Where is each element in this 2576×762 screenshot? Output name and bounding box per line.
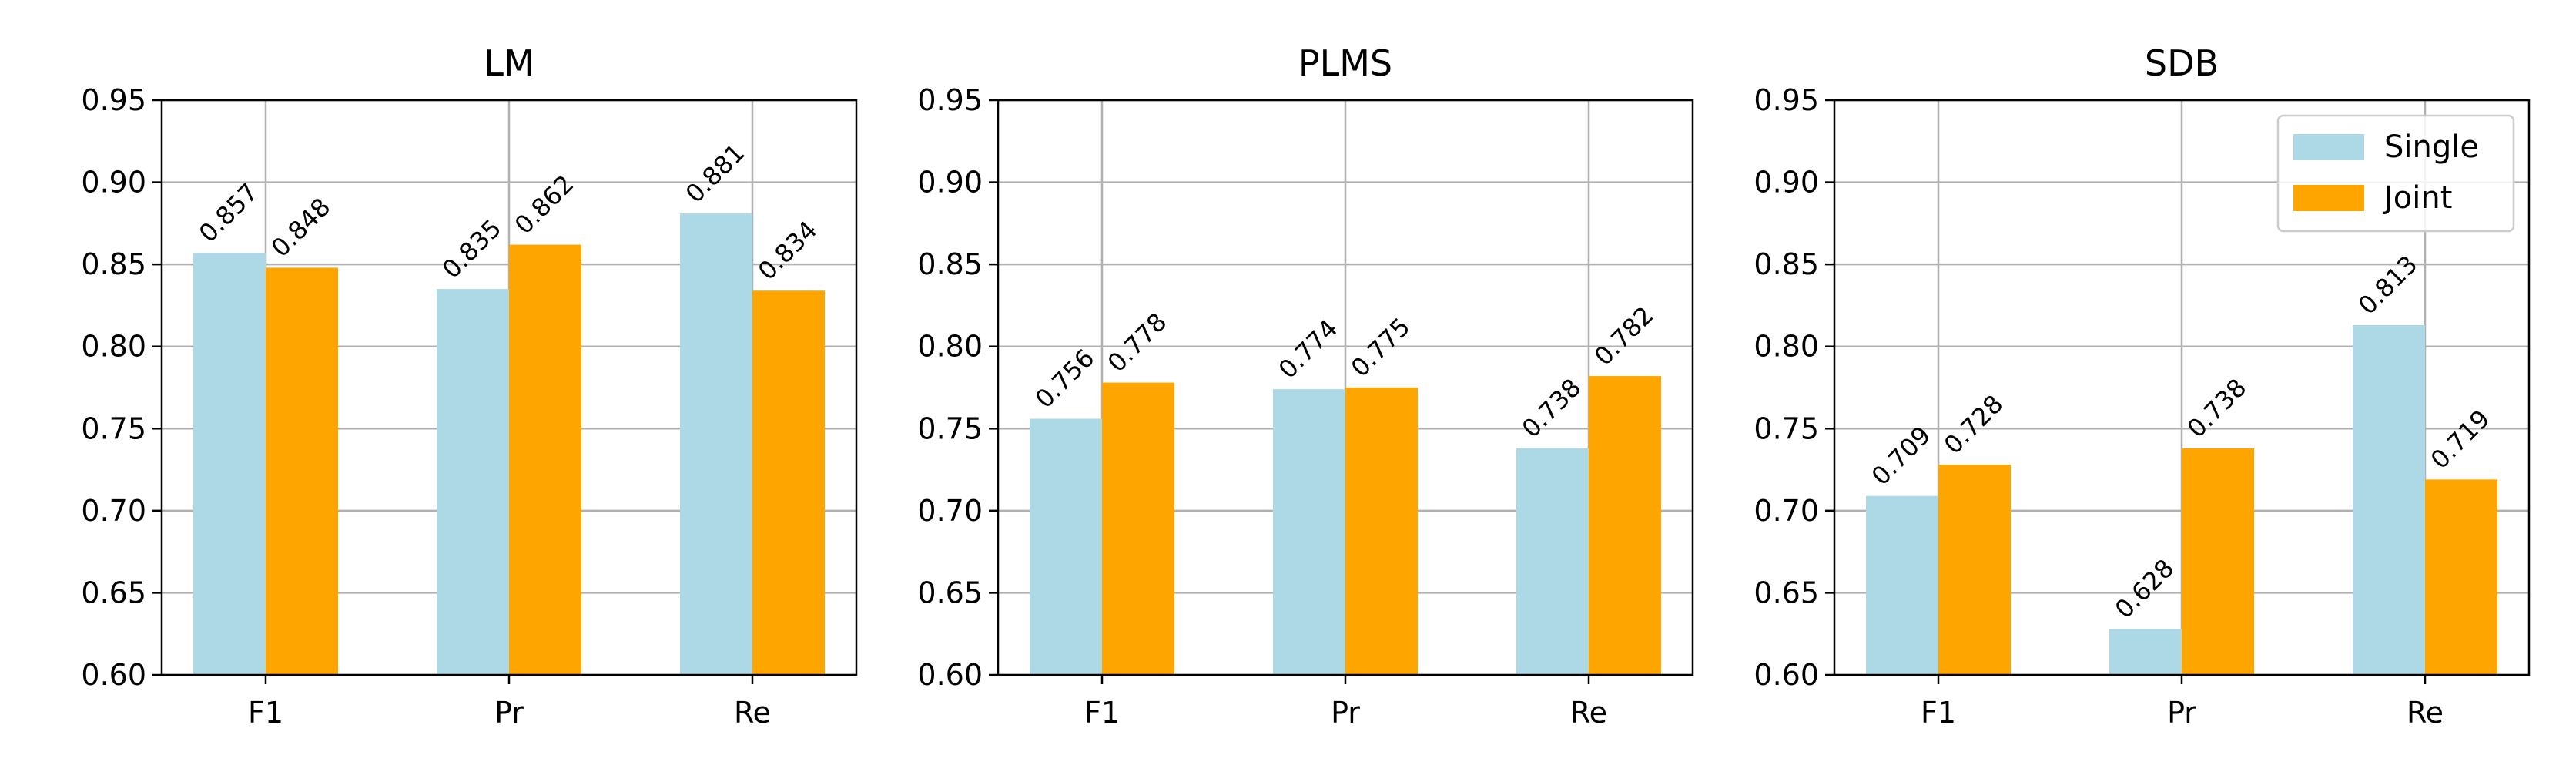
y-tick-label: 0.60: [1754, 658, 1819, 692]
y-tick-label: 0.95: [917, 83, 983, 117]
legend-label-joint: Joint: [2382, 180, 2452, 216]
y-tick-label: 0.70: [81, 494, 146, 528]
data-label: 0.782: [1589, 300, 1660, 371]
bar-joint-pr: [509, 244, 581, 676]
bar-single-pr: [2109, 629, 2182, 675]
y-tick-label: 0.85: [81, 247, 146, 281]
y-tick-label: 0.80: [917, 330, 983, 364]
y-tick-label: 0.60: [81, 658, 146, 692]
y-tick-label: 0.90: [917, 166, 983, 200]
data-label: 0.738: [1516, 373, 1587, 444]
data-label: 0.835: [437, 213, 507, 284]
legend-swatch-single: [2293, 134, 2364, 160]
data-label: 0.738: [2182, 373, 2253, 444]
y-tick-label: 0.90: [81, 166, 146, 200]
y-tick-label: 0.85: [917, 247, 983, 281]
data-label: 0.848: [266, 192, 337, 263]
bar-joint-re: [752, 290, 825, 675]
data-label: 0.881: [680, 138, 751, 209]
bar-single-f1: [1030, 418, 1102, 675]
bar-joint-f1: [266, 267, 338, 675]
bar-single-re: [2353, 325, 2425, 675]
y-tick-label: 0.65: [81, 576, 146, 609]
data-label: 0.862: [509, 170, 580, 240]
x-tick-label: Re: [1570, 696, 1607, 730]
chart-title: SDB: [2145, 42, 2219, 84]
data-label: 0.834: [752, 215, 823, 286]
x-tick-label: F1: [1921, 696, 1956, 730]
y-tick-label: 0.60: [917, 658, 983, 692]
legend: Single Joint: [2276, 114, 2515, 233]
x-tick-label: F1: [1084, 696, 1120, 730]
bar-single-re: [680, 213, 752, 675]
data-label: 0.813: [2353, 250, 2424, 321]
y-tick-label: 0.90: [1754, 166, 1819, 200]
data-label: 0.709: [1866, 421, 1937, 492]
x-tick-label: Re: [734, 696, 771, 730]
x-tick-label: F1: [248, 696, 283, 730]
x-tick-label: Pr: [1331, 696, 1360, 730]
bar-single-f1: [193, 253, 266, 675]
x-tick-label: Pr: [2167, 696, 2196, 730]
data-label: 0.756: [1030, 344, 1100, 415]
panel-sdb: 0.60 0.65 0.70 0.75 0.80 0.85 0.90 0.95 0.709 0.6…: [1754, 42, 2531, 730]
y-tick-label: 0.65: [1754, 576, 1819, 609]
bar-joint-pr: [2182, 448, 2254, 675]
y-tick-label: 0.70: [917, 494, 983, 528]
bar-joint-re: [2425, 479, 2497, 675]
panel-lm: 0.600.650.700.750.800.850.900.950.8570.8…: [81, 42, 858, 730]
bar-single-re: [1516, 448, 1589, 675]
legend-swatch-joint: [2293, 185, 2364, 211]
data-label: 0.774: [1273, 314, 1344, 384]
y-tick-label: 0.75: [1754, 411, 1819, 445]
bar-single-f1: [1866, 495, 1938, 675]
panel-plms: 0.600.650.700.750.800.850.900.950.756 0.7…: [917, 42, 1694, 730]
data-label: 0.719: [2425, 404, 2496, 475]
chart-title: LM: [484, 42, 534, 84]
y-tick-label: 0.80: [81, 330, 146, 364]
x-tick-label: Re: [2407, 696, 2444, 730]
legend-label-single: Single: [2384, 129, 2479, 165]
bar-joint-f1: [1102, 382, 1174, 675]
y-tick-label: 0.80: [1754, 330, 1819, 364]
y-tick-label: 0.70: [1754, 494, 1819, 528]
data-label: 0.728: [1938, 389, 2009, 460]
bar-joint-re: [1589, 376, 1661, 675]
x-tick-label: Pr: [494, 696, 524, 730]
y-tick-label: 0.95: [1754, 83, 1819, 117]
chart-title: PLMS: [1298, 42, 1392, 84]
y-tick-label: 0.75: [81, 411, 146, 445]
data-label: 0.778: [1102, 307, 1173, 378]
y-tick-label: 0.95: [81, 83, 146, 117]
data-label: 0.857: [193, 177, 264, 248]
bar-joint-pr: [1345, 388, 1418, 675]
y-tick-label: 0.65: [917, 576, 983, 609]
data-label: 0.628: [2109, 553, 2180, 624]
y-tick-label: 0.85: [1754, 247, 1819, 281]
bar-joint-f1: [1938, 465, 2011, 675]
y-tick-label: 0.75: [917, 411, 983, 445]
bar-single-pr: [1273, 389, 1345, 675]
bar-single-pr: [437, 289, 509, 675]
